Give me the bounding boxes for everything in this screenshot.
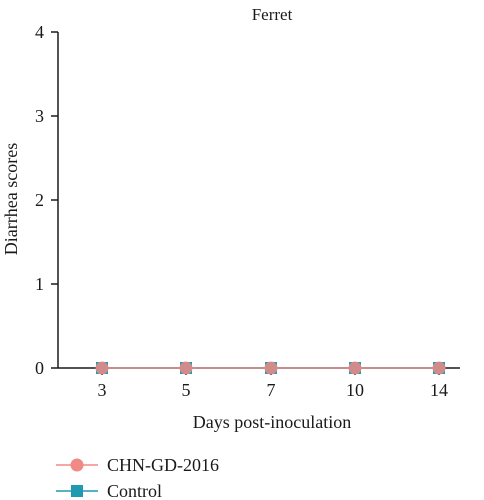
data-point-chn-gd-2016 [179,361,193,375]
legend-marker-chn-gd-2016 [70,458,84,472]
legend-marker-control [71,485,83,497]
y-ticks: 0 1 2 3 4 [35,22,58,378]
data-point-chn-gd-2016 [348,361,362,375]
x-axis-label: Days post-inoculation [193,412,351,432]
y-tick-label: 0 [35,358,44,378]
legend-label-chn-gd-2016: CHN-GD-2016 [107,455,219,475]
y-tick-label: 3 [35,106,44,126]
x-tick-label: 5 [182,380,191,400]
legend: CHN-GD-2016 Control [56,455,219,500]
x-tick-label: 7 [267,380,276,400]
y-tick-label: 4 [35,22,44,42]
data-point-chn-gd-2016 [264,361,278,375]
data-point-chn-gd-2016 [95,361,109,375]
x-tick-label: 3 [98,380,107,400]
y-tick-label: 2 [35,190,44,210]
legend-label-control: Control [107,481,162,500]
series-layer [95,361,446,375]
x-tick-label: 10 [346,380,364,400]
x-tick-label: 14 [430,380,448,400]
y-axis-label: Diarrhea scores [1,143,21,255]
data-point-chn-gd-2016 [432,361,446,375]
chart-title: Ferret [252,5,293,24]
y-tick-label: 1 [35,274,44,294]
